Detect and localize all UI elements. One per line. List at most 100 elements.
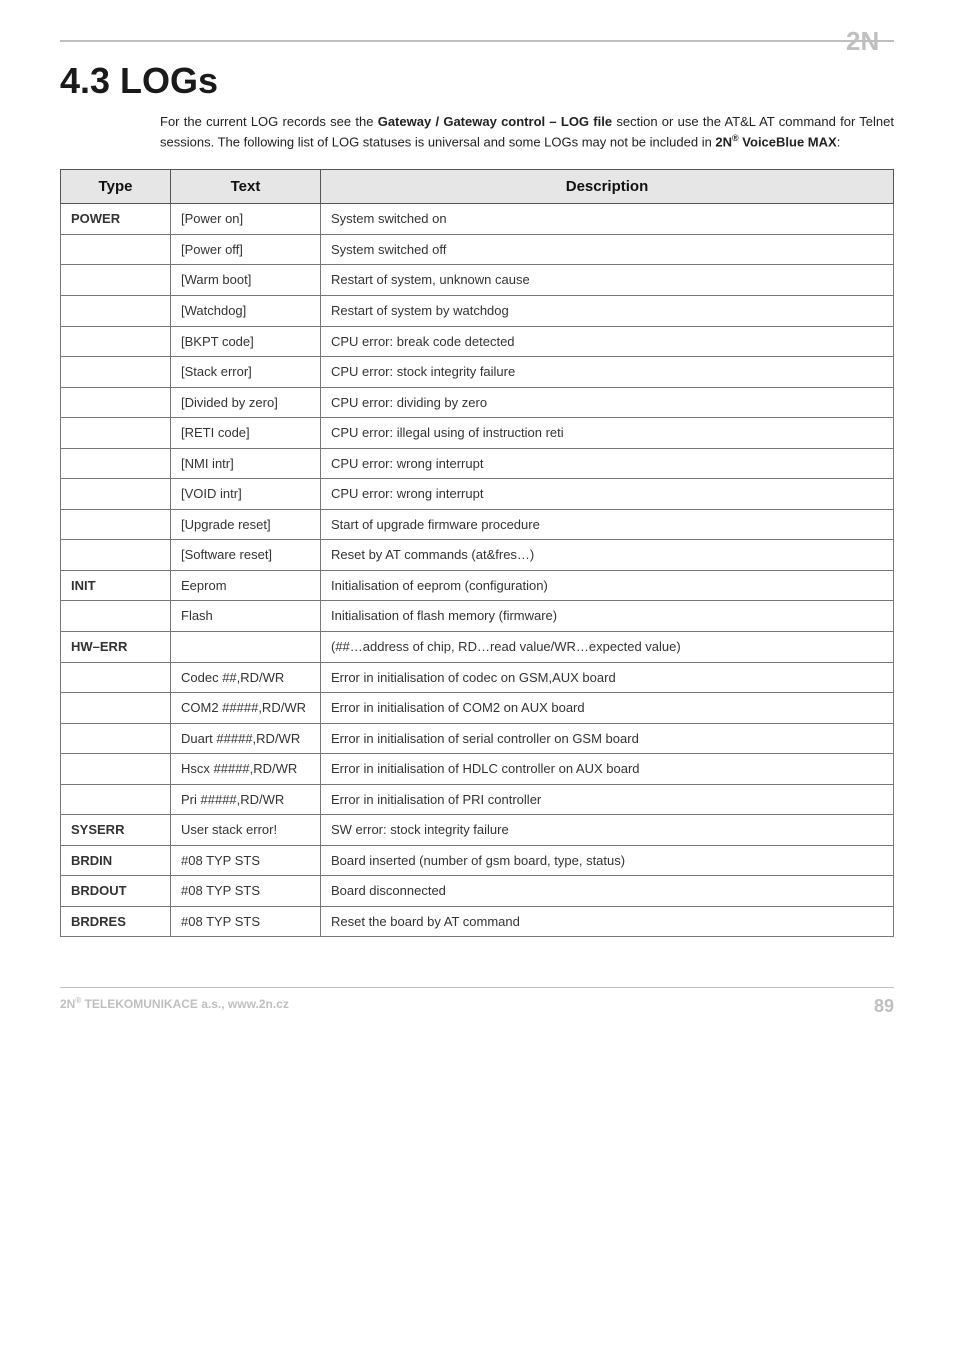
cell-desc: Initialisation of eeprom (configuration) [321, 570, 894, 601]
cell-desc: Restart of system, unknown cause [321, 265, 894, 296]
cell-type [61, 601, 171, 632]
cell-text: Duart #####,RD/WR [171, 723, 321, 754]
footer-rule [60, 987, 894, 988]
footer-company: 2N® TELEKOMUNIKACE a.s., www.2n.cz [60, 996, 289, 1017]
log-table: Type Text Description POWER[Power on]Sys… [60, 169, 894, 937]
table-row: [Divided by zero]CPU error: dividing by … [61, 387, 894, 418]
cell-text: [Watchdog] [171, 295, 321, 326]
table-row: [Upgrade reset]Start of upgrade firmware… [61, 509, 894, 540]
intro-text-1: For the current LOG records see the [160, 114, 378, 129]
table-row: [Stack error]CPU error: stock integrity … [61, 357, 894, 388]
table-row: [BKPT code]CPU error: break code detecte… [61, 326, 894, 357]
cell-type [61, 234, 171, 265]
cell-desc: CPU error: dividing by zero [321, 387, 894, 418]
cell-type [61, 326, 171, 357]
table-row: [VOID intr]CPU error: wrong interrupt [61, 479, 894, 510]
cell-desc: Reset the board by AT command [321, 906, 894, 937]
cell-type [61, 540, 171, 571]
table-row: [Power off]System switched off [61, 234, 894, 265]
table-row: Pri #####,RD/WRError in initialisation o… [61, 784, 894, 815]
brand-logo: 2N [846, 28, 894, 56]
footer-company-prefix: 2N [60, 997, 75, 1011]
cell-type: BRDRES [61, 906, 171, 937]
cell-desc: CPU error: wrong interrupt [321, 448, 894, 479]
cell-type [61, 693, 171, 724]
footer-company-rest: TELEKOMUNIKACE a.s., www.2n.cz [81, 997, 289, 1011]
svg-text:2N: 2N [846, 28, 879, 56]
cell-type: BRDIN [61, 845, 171, 876]
cell-desc: CPU error: stock integrity failure [321, 357, 894, 388]
cell-type [61, 662, 171, 693]
cell-text: Codec ##,RD/WR [171, 662, 321, 693]
table-row: BRDIN#08 TYP STSBoard inserted (number o… [61, 845, 894, 876]
table-row: [RETI code]CPU error: illegal using of i… [61, 418, 894, 449]
table-row: POWER[Power on]System switched on [61, 204, 894, 235]
section-heading: 4.3 LOGs [60, 60, 894, 102]
cell-text: #08 TYP STS [171, 876, 321, 907]
cell-text: Eeprom [171, 570, 321, 601]
cell-text: [VOID intr] [171, 479, 321, 510]
table-body: POWER[Power on]System switched on[Power … [61, 204, 894, 937]
cell-text: [Power on] [171, 204, 321, 235]
table-row: COM2 #####,RD/WRError in initialisation … [61, 693, 894, 724]
cell-desc: CPU error: wrong interrupt [321, 479, 894, 510]
footer-page-number: 89 [874, 996, 894, 1017]
cell-type [61, 295, 171, 326]
cell-desc: Error in initialisation of PRI controlle… [321, 784, 894, 815]
cell-text: [BKPT code] [171, 326, 321, 357]
cell-desc: Start of upgrade firmware procedure [321, 509, 894, 540]
cell-desc: CPU error: illegal using of instruction … [321, 418, 894, 449]
cell-desc: Error in initialisation of HDLC controll… [321, 754, 894, 785]
header-rule [60, 40, 894, 42]
cell-desc: Reset by AT commands (at&fres…) [321, 540, 894, 571]
cell-type [61, 265, 171, 296]
cell-type: BRDOUT [61, 876, 171, 907]
cell-type [61, 723, 171, 754]
cell-type: INIT [61, 570, 171, 601]
cell-text [171, 631, 321, 662]
table-row: Codec ##,RD/WRError in initialisation of… [61, 662, 894, 693]
cell-desc: System switched on [321, 204, 894, 235]
cell-desc: System switched off [321, 234, 894, 265]
table-row: INITEepromInitialisation of eeprom (conf… [61, 570, 894, 601]
col-header-text: Text [171, 170, 321, 204]
cell-text: [Software reset] [171, 540, 321, 571]
table-row: Duart #####,RD/WRError in initialisation… [61, 723, 894, 754]
cell-text: [RETI code] [171, 418, 321, 449]
cell-text: #08 TYP STS [171, 845, 321, 876]
intro-colon: : [837, 134, 841, 149]
cell-type: POWER [61, 204, 171, 235]
table-header-row: Type Text Description [61, 170, 894, 204]
table-row: Hscx #####,RD/WRError in initialisation … [61, 754, 894, 785]
cell-desc: (##…address of chip, RD…read value/WR…ex… [321, 631, 894, 662]
table-row: [Watchdog]Restart of system by watchdog [61, 295, 894, 326]
cell-type [61, 479, 171, 510]
cell-desc: Restart of system by watchdog [321, 295, 894, 326]
cell-text: [Divided by zero] [171, 387, 321, 418]
table-row: FlashInitialisation of flash memory (fir… [61, 601, 894, 632]
cell-text: [Warm boot] [171, 265, 321, 296]
cell-type [61, 387, 171, 418]
cell-desc: Board inserted (number of gsm board, typ… [321, 845, 894, 876]
cell-text: [Power off] [171, 234, 321, 265]
cell-type [61, 357, 171, 388]
cell-desc: Error in initialisation of codec on GSM,… [321, 662, 894, 693]
cell-text: [Stack error] [171, 357, 321, 388]
page-footer: 2N® TELEKOMUNIKACE a.s., www.2n.cz 89 [60, 987, 894, 1017]
table-row: HW–ERR(##…address of chip, RD…read value… [61, 631, 894, 662]
table-row: SYSERRUser stack error!SW error: stock i… [61, 815, 894, 846]
table-row: [Warm boot]Restart of system, unknown ca… [61, 265, 894, 296]
cell-text: Pri #####,RD/WR [171, 784, 321, 815]
cell-type: SYSERR [61, 815, 171, 846]
table-row: BRDOUT#08 TYP STSBoard disconnected [61, 876, 894, 907]
cell-desc: CPU error: break code detected [321, 326, 894, 357]
cell-desc: Error in initialisation of COM2 on AUX b… [321, 693, 894, 724]
table-row: BRDRES#08 TYP STSReset the board by AT c… [61, 906, 894, 937]
cell-text: COM2 #####,RD/WR [171, 693, 321, 724]
col-header-desc: Description [321, 170, 894, 204]
cell-type [61, 418, 171, 449]
table-row: [Software reset]Reset by AT commands (at… [61, 540, 894, 571]
table-row: [NMI intr]CPU error: wrong interrupt [61, 448, 894, 479]
cell-desc: Error in initialisation of serial contro… [321, 723, 894, 754]
intro-bold-1: Gateway / Gateway control – LOG file [378, 114, 612, 129]
